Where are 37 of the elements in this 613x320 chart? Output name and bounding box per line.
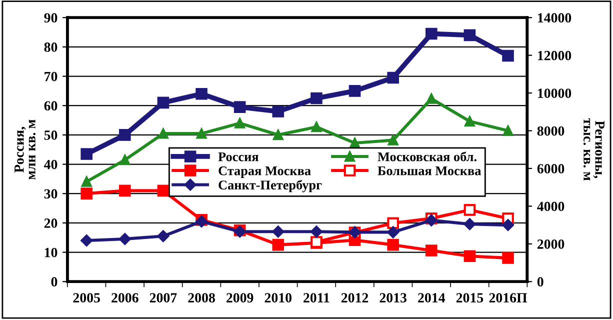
legend-label: Россия	[218, 152, 258, 162]
legend-label: Большая Москва	[378, 166, 482, 176]
y2-tick-label: 14000	[538, 13, 572, 23]
legend-label: Старая Москва	[218, 166, 311, 178]
y-tick-label: 30	[44, 189, 58, 199]
x-tick-label: 2007	[150, 293, 177, 302]
y-tick-label: 10	[44, 248, 58, 258]
y-tick-label: 0	[51, 277, 58, 287]
x-tick-label: 2014	[418, 293, 446, 302]
x-tick-label: 2008	[188, 293, 215, 302]
y2-axis-title: Регионы, тыс. кв. м	[583, 118, 604, 181]
x-tick-label: 2011	[304, 293, 330, 302]
x-tick-label: 2005	[73, 293, 100, 302]
x-tick-label: 2012	[341, 293, 368, 302]
y-tick-label: 20	[44, 218, 58, 228]
y2-tick-label: 8000	[537, 126, 564, 136]
x-tick-label: 2016П	[489, 293, 528, 302]
x-tick-label: 2006	[112, 293, 138, 302]
y-tick-label: 70	[44, 72, 58, 82]
x-tick-label: 2015	[456, 293, 484, 302]
y-tick-label: 80	[44, 42, 58, 52]
y2-tick-label: 6000	[537, 164, 564, 174]
y2-tick-label: 10000	[538, 88, 572, 98]
y2-tick-label: 0	[537, 277, 544, 287]
y-tick-label: 50	[44, 130, 58, 140]
y2-tick-label: 12000	[538, 50, 572, 60]
y-tick-label: 90	[44, 13, 58, 23]
y-tick-label: 60	[44, 101, 58, 111]
y2-tick-label: 2000	[537, 239, 564, 249]
y-axis-title: Россия, млн кв. м	[14, 120, 36, 180]
x-tick-label: 2010	[264, 293, 292, 302]
legend-label: Московская обл.	[378, 152, 476, 162]
y2-tick-label: 4000	[537, 202, 564, 212]
x-tick-label: 2013	[380, 293, 406, 302]
legend-label: Санкт-Петербург	[218, 180, 322, 192]
x-tick-label: 2009	[226, 293, 254, 302]
y-tick-label: 40	[44, 160, 58, 170]
